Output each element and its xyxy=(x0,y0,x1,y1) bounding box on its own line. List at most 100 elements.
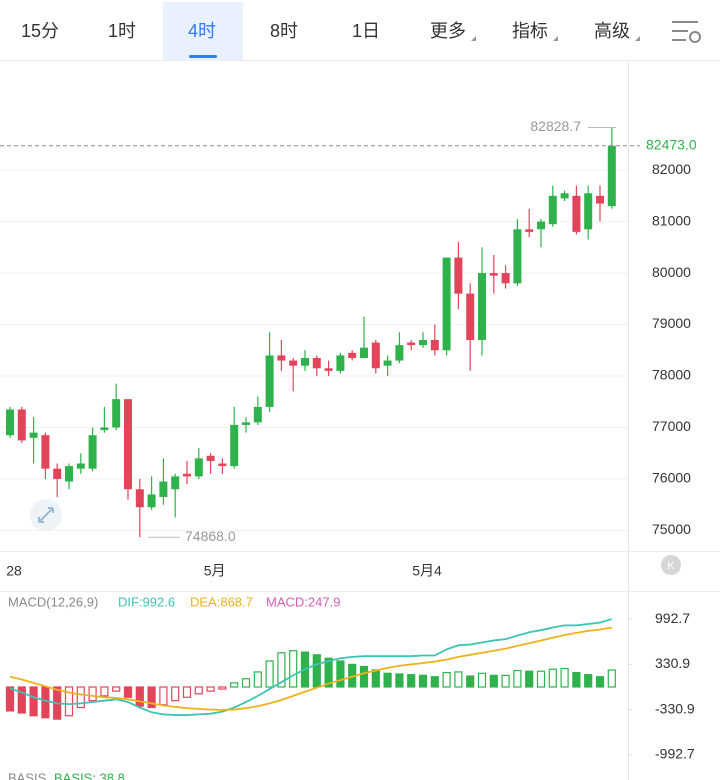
candle-body xyxy=(596,195,604,204)
candle-body xyxy=(442,257,451,351)
macd-bar xyxy=(147,686,156,709)
macd-line xyxy=(9,626,612,711)
y-tick-label: 78000 xyxy=(652,367,691,383)
y-tick-label: 77000 xyxy=(652,418,691,434)
candle-body xyxy=(336,355,345,371)
macd-bar xyxy=(123,686,133,698)
y-tick-label: -330.9 xyxy=(655,700,695,716)
macd-bar xyxy=(572,672,581,688)
y-tick-label: 82000 xyxy=(652,161,691,177)
candle-body xyxy=(53,468,62,479)
macd-bar xyxy=(560,667,569,688)
tab[interactable]: 高级 xyxy=(594,21,630,41)
macd-bar xyxy=(584,674,593,688)
macd-bar xyxy=(548,668,557,688)
tab[interactable]: 8时 xyxy=(270,21,298,41)
min-marker-label: 74868.0 xyxy=(185,528,236,544)
k-icon[interactable]: K xyxy=(661,555,681,575)
candle-body xyxy=(548,195,557,225)
candle-body xyxy=(430,339,439,351)
candle-body xyxy=(525,229,534,232)
y-tick-label: 330.9 xyxy=(655,655,690,671)
tab[interactable]: 15分 xyxy=(21,21,59,41)
macd-bar xyxy=(64,686,74,717)
macd-bar xyxy=(454,671,463,688)
dropdown-caret xyxy=(635,36,640,41)
macd-bar xyxy=(442,672,451,688)
tab[interactable]: 更多 xyxy=(430,21,466,41)
candle-body xyxy=(466,293,475,340)
candle-body xyxy=(6,409,14,436)
footer-indicator-value: BASIS: 38.8 xyxy=(54,770,125,780)
active-tab-bg xyxy=(163,2,243,60)
x-tick-label: 28 xyxy=(6,563,22,579)
y-tick-label: 79000 xyxy=(652,315,691,331)
candle-body xyxy=(513,229,522,284)
candle-body xyxy=(230,424,239,467)
settings-icon[interactable] xyxy=(672,21,701,43)
candle-body xyxy=(218,463,227,467)
tab[interactable]: 1日 xyxy=(352,21,380,41)
macd-bar xyxy=(395,673,404,688)
macd-bar xyxy=(194,686,203,695)
candle-body xyxy=(265,355,274,407)
expand-icon[interactable] xyxy=(30,499,62,531)
candle-body xyxy=(17,409,26,441)
macd-bar xyxy=(76,686,85,709)
y-tick-label: 992.7 xyxy=(655,610,690,626)
macd-title: MACD(12,26,9) xyxy=(8,594,98,609)
x-tick-label: 5月4 xyxy=(412,563,442,579)
tab[interactable]: 1时 xyxy=(108,21,136,41)
macd-bar xyxy=(41,686,50,719)
y-tick-label: -992.7 xyxy=(655,746,695,762)
macd-bar xyxy=(230,682,239,688)
candle-body xyxy=(607,145,616,207)
macd-bar xyxy=(265,660,274,688)
candle-body xyxy=(206,455,215,461)
candle-body xyxy=(407,342,416,346)
candle-body xyxy=(348,352,357,358)
icon-arrows xyxy=(38,507,54,523)
y-tick-label: 80000 xyxy=(652,264,691,280)
macd-bar xyxy=(466,675,475,688)
legend-entry: DEA:868.7 xyxy=(190,594,253,609)
macd-bar xyxy=(218,686,227,690)
candle-body xyxy=(489,273,498,276)
macd-bar xyxy=(513,669,522,688)
candle-body xyxy=(560,193,569,199)
dropdown-caret xyxy=(553,36,558,41)
macd-bar xyxy=(5,686,15,712)
candle-body xyxy=(76,463,85,469)
y-tick-label: 76000 xyxy=(652,470,691,486)
candle-body xyxy=(112,399,121,428)
macd-bar xyxy=(289,650,298,688)
candle-body xyxy=(88,435,97,469)
macd-bar xyxy=(312,654,321,688)
tab[interactable]: 4时 xyxy=(188,21,216,41)
candle-body xyxy=(454,257,463,294)
legend-entry: MACD:247.9 xyxy=(266,594,340,609)
candle-body xyxy=(301,357,309,366)
macd-bar xyxy=(525,670,534,688)
x-tick-label: 5月 xyxy=(204,563,226,579)
candle-body xyxy=(41,435,50,469)
tab[interactable]: 指标 xyxy=(512,21,548,41)
y-tick-label: 81000 xyxy=(652,212,691,228)
macd-bar xyxy=(171,686,180,702)
candle-body xyxy=(242,422,250,425)
icon-gear xyxy=(689,31,701,43)
candle-body xyxy=(324,368,333,371)
active-tab-underline xyxy=(189,55,217,58)
dropdown-caret xyxy=(471,36,476,41)
candle-body xyxy=(183,473,191,477)
last-price-label: 82473.0 xyxy=(646,136,697,152)
candle-body xyxy=(572,195,581,232)
macd-bar xyxy=(430,676,439,688)
icon-bg xyxy=(661,555,681,575)
candle-body xyxy=(65,466,73,482)
candle-body xyxy=(371,342,380,369)
macd-bar xyxy=(371,669,380,688)
macd-bar xyxy=(383,672,392,688)
macd-bar xyxy=(159,686,168,706)
